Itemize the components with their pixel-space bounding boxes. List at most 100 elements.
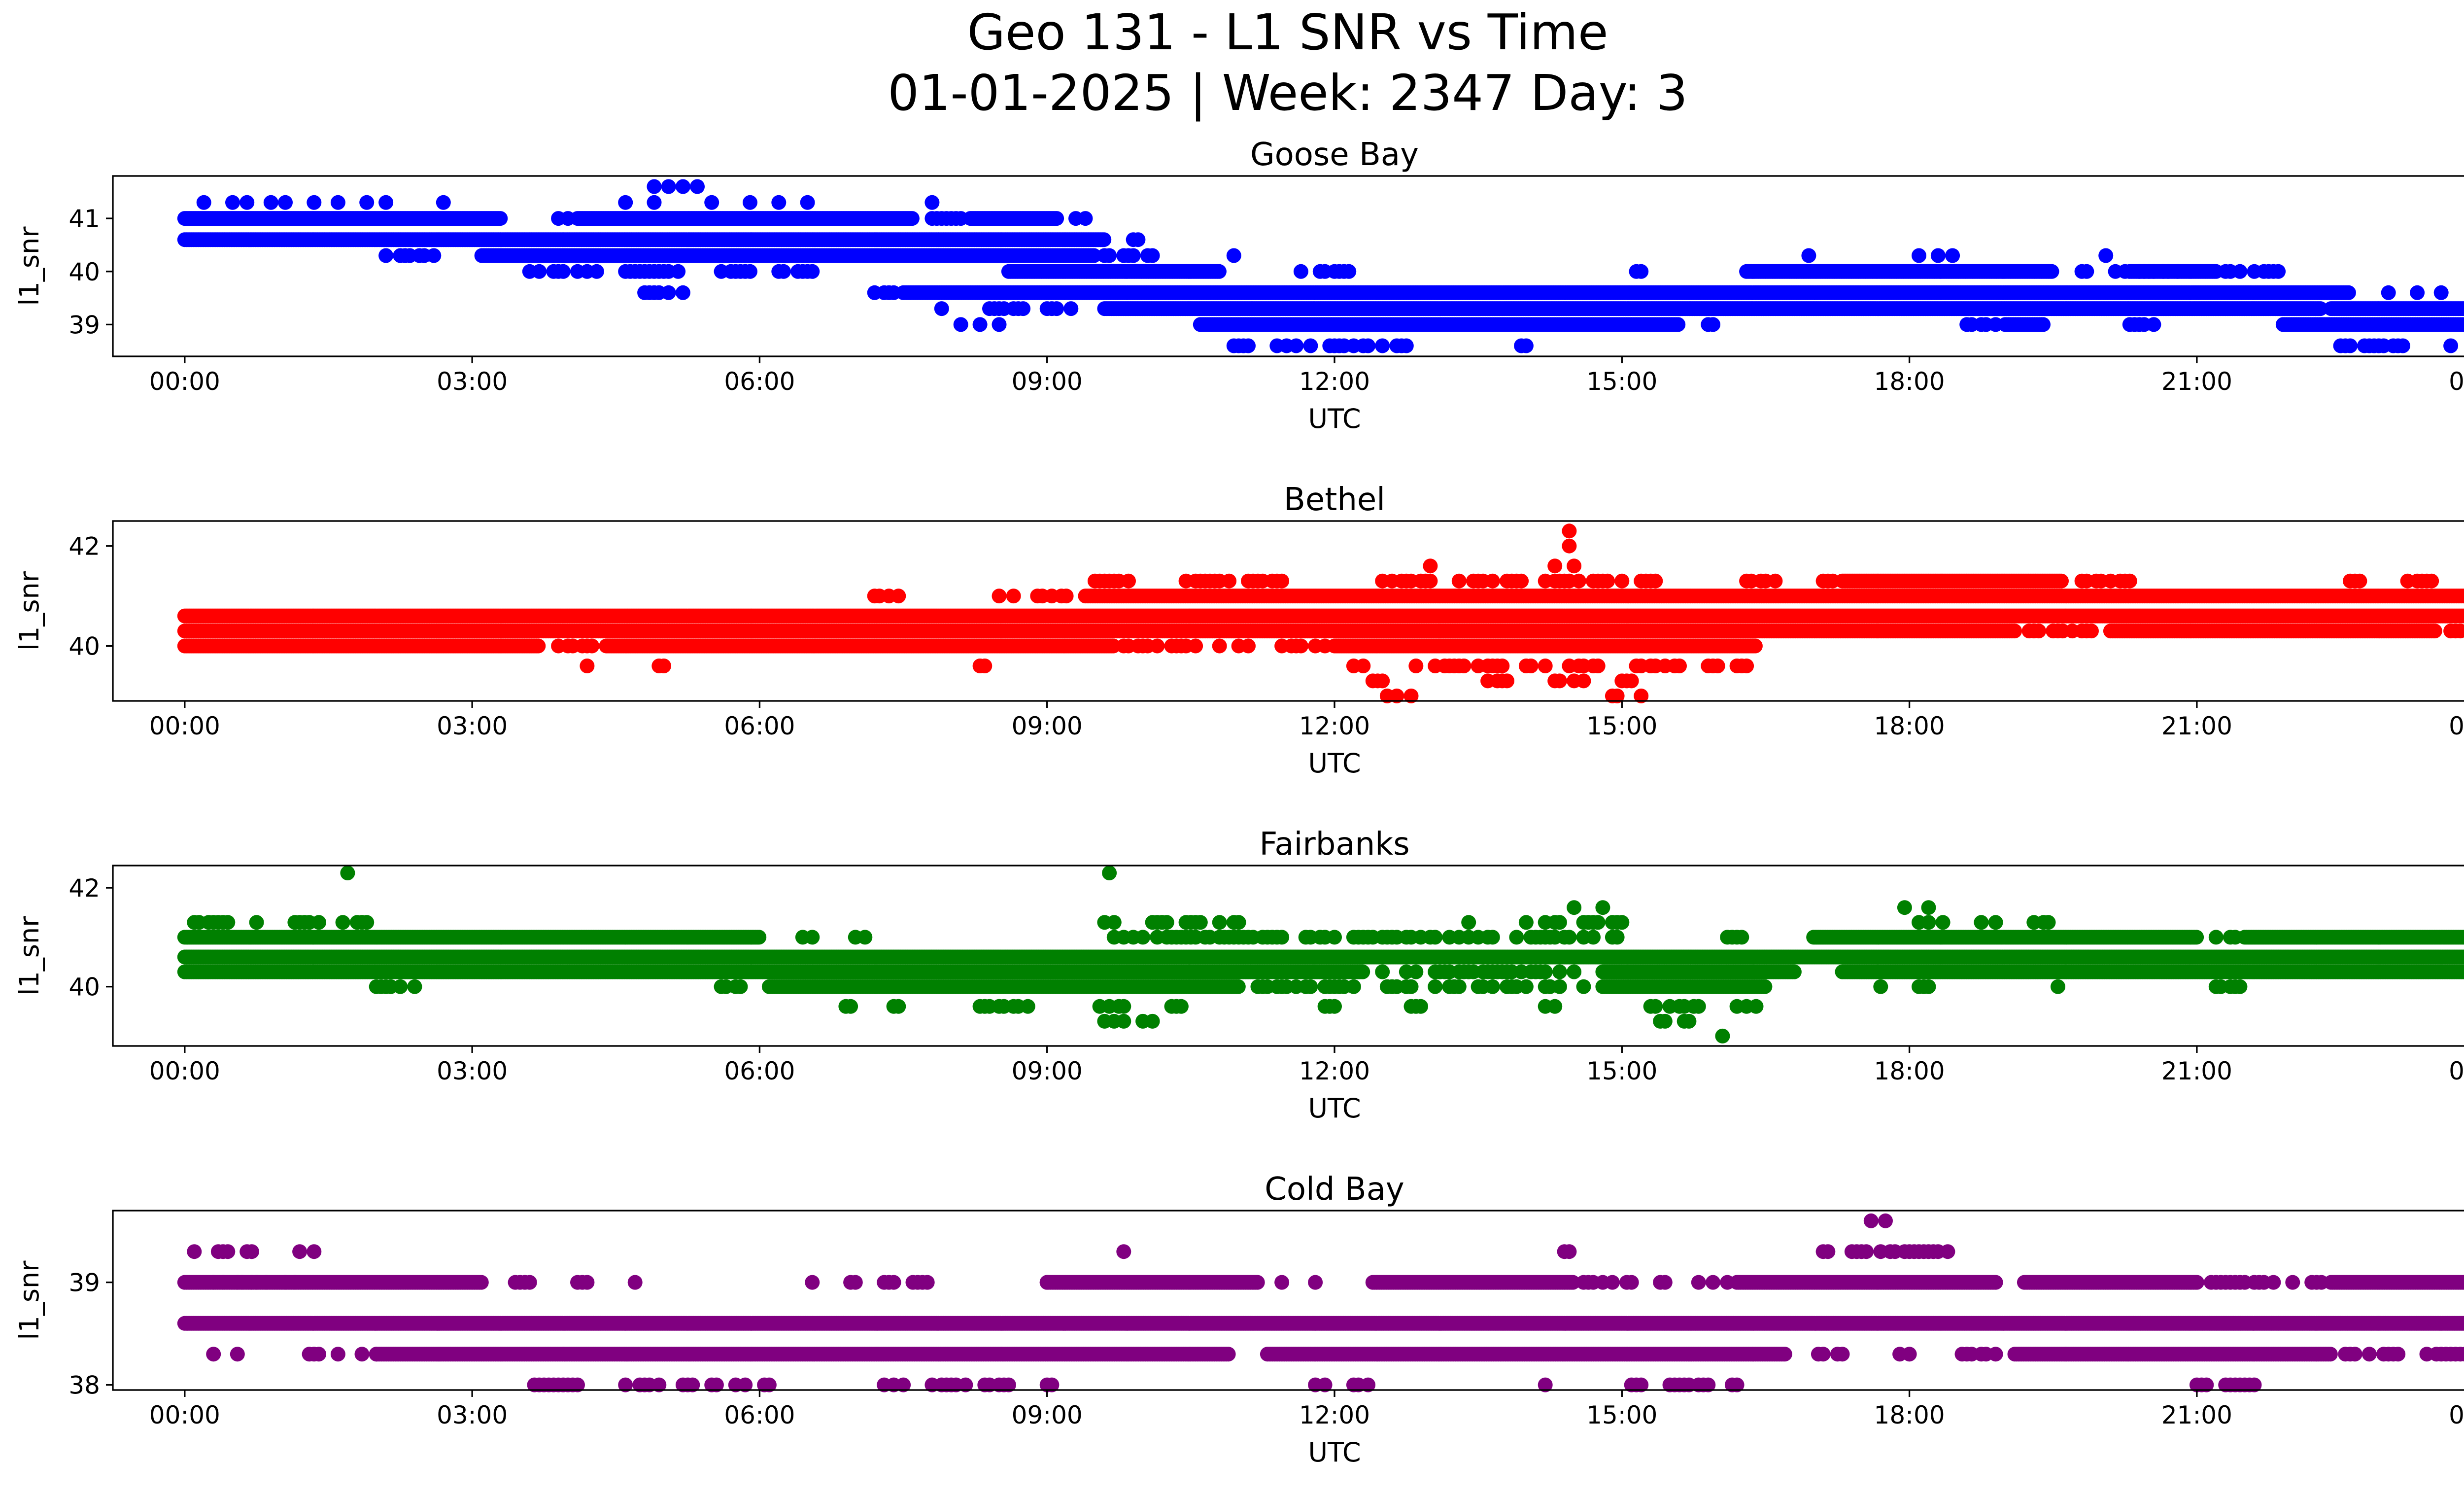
data-point (891, 589, 906, 604)
data-point-outlier (618, 195, 633, 210)
y-tick-label: 40 (68, 258, 100, 286)
data-point (1096, 232, 1112, 247)
data-point (2036, 317, 2051, 332)
data-point (1706, 317, 1720, 332)
data-point (2271, 264, 2286, 279)
data-point (1211, 264, 1227, 279)
data-point (953, 211, 968, 226)
data-point (1514, 573, 1529, 589)
data-point (1375, 338, 1390, 353)
data-point (1293, 264, 1308, 279)
data-point-outlier (330, 195, 345, 210)
data-point (378, 248, 394, 263)
data-point (2146, 317, 2161, 332)
data-point-outlier (1801, 248, 1816, 263)
data-point (1825, 573, 1840, 589)
x-tick-label: 21:00 (2161, 367, 2232, 396)
data-point (1102, 248, 1117, 263)
data-point (2079, 264, 2094, 279)
data-point (2044, 264, 2059, 279)
x-tick-label: 00:00 (149, 367, 220, 396)
data-point (1222, 573, 1237, 589)
data-point (1423, 573, 1438, 589)
data-point-outlier (436, 195, 451, 210)
data-point-outlier (771, 195, 787, 210)
data-point-outlier (690, 179, 705, 194)
data-point (992, 317, 1007, 332)
y-tick-label: 41 (68, 205, 100, 233)
data-point (1518, 338, 1534, 353)
data-point (1049, 211, 1064, 226)
data-point (2395, 338, 2410, 353)
data-point-outlier (2410, 285, 2425, 300)
data-point (934, 301, 949, 316)
data-point-outlier (307, 195, 322, 210)
x-tick-label: 00:00 (2449, 367, 2464, 396)
data-point-outlier (647, 179, 662, 194)
data-point (560, 211, 576, 226)
data-point (1671, 317, 1686, 332)
data-point (886, 285, 901, 300)
x-axis-label: UTC (1308, 403, 1361, 434)
data-point-outlier (2433, 285, 2449, 300)
data-point (1049, 301, 1064, 316)
data-point-outlier (661, 179, 676, 194)
data-point (1988, 317, 2003, 332)
data-point-outlier (647, 195, 662, 210)
data-point (2343, 338, 2358, 353)
data-point (1289, 338, 1304, 353)
data-point (532, 264, 547, 279)
data-point-outlier (2381, 285, 2396, 300)
data-point (2443, 338, 2459, 353)
data-point (1341, 264, 1357, 279)
data-point-outlier (675, 179, 690, 194)
data-point (1768, 573, 1783, 589)
data-point (493, 211, 508, 226)
y-axis-label: l1_snr (14, 226, 45, 306)
data-point (2424, 573, 2439, 589)
data-point-outlier (225, 195, 240, 210)
data-point-outlier (378, 195, 394, 210)
data-point (1121, 573, 1136, 589)
data-point (1361, 338, 1376, 353)
data-point-outlier (704, 195, 719, 210)
data-point (1274, 573, 1290, 589)
data-point-outlier (743, 195, 757, 210)
data-point (2054, 573, 2069, 589)
data-point (1126, 248, 1141, 263)
data-point (972, 317, 988, 332)
data-point (1078, 211, 1093, 226)
figure-title-line-2: 01-01-2025 | Week: 2347 Day: 3 (888, 64, 1687, 122)
x-tick-label: 15:00 (1586, 367, 1657, 396)
data-point (776, 264, 791, 279)
data-point (675, 285, 690, 300)
data-point (2232, 264, 2248, 279)
data-point (661, 285, 676, 300)
data-point (1614, 573, 1630, 589)
data-point (671, 264, 686, 279)
data-point (1485, 573, 1500, 589)
series-points-goose-bay (177, 179, 2464, 353)
data-point-outlier (240, 195, 255, 210)
data-point (1648, 573, 1663, 589)
data-point (1059, 589, 1074, 604)
data-point (589, 264, 604, 279)
data-point-outlier (800, 195, 815, 210)
data-point (953, 317, 968, 332)
data-point (1634, 264, 1649, 279)
x-tick-label: 12:00 (1299, 367, 1370, 396)
data-point (992, 589, 1007, 604)
data-point-outlier (1912, 248, 1926, 263)
x-tick-label: 09:00 (1012, 367, 1083, 396)
data-point (1571, 573, 1586, 589)
data-point-outlier (1945, 248, 1960, 263)
data-point-outlier (196, 195, 211, 210)
data-point-outlier (1226, 248, 1241, 263)
data-point (2118, 264, 2133, 279)
data-point-outlier (359, 195, 375, 210)
data-point (2352, 573, 2367, 589)
data-point-outlier (278, 195, 293, 210)
data-point (2341, 285, 2356, 300)
